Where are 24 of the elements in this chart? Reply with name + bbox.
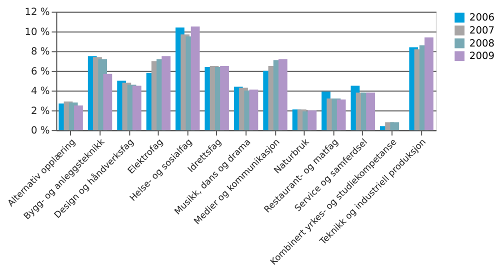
bar	[424, 37, 434, 130]
bar	[278, 59, 288, 130]
legend-label: 2007	[469, 25, 495, 36]
bar	[390, 122, 400, 130]
y-tick-label: 10 %	[24, 26, 50, 38]
bar	[190, 26, 200, 130]
bar	[162, 56, 171, 130]
legend-label: 2006	[469, 12, 495, 24]
y-tick-label: 4 %	[31, 86, 50, 98]
bar	[249, 90, 258, 130]
bar	[366, 92, 375, 130]
y-tick-label: 2 %	[31, 106, 50, 117]
bar	[220, 66, 229, 130]
y-tick-label: 8 %	[31, 46, 50, 58]
legend-label: 2008	[469, 38, 495, 50]
bar	[103, 74, 112, 130]
bar	[132, 86, 142, 130]
y-tick-label: 12 %	[24, 7, 50, 18]
legend-label: 2009	[469, 51, 495, 62]
bar	[308, 110, 317, 130]
bar	[336, 100, 346, 130]
bar	[74, 105, 83, 130]
y-tick-label: 6 %	[31, 66, 50, 78]
y-tick-label: 0 %	[31, 126, 50, 137]
